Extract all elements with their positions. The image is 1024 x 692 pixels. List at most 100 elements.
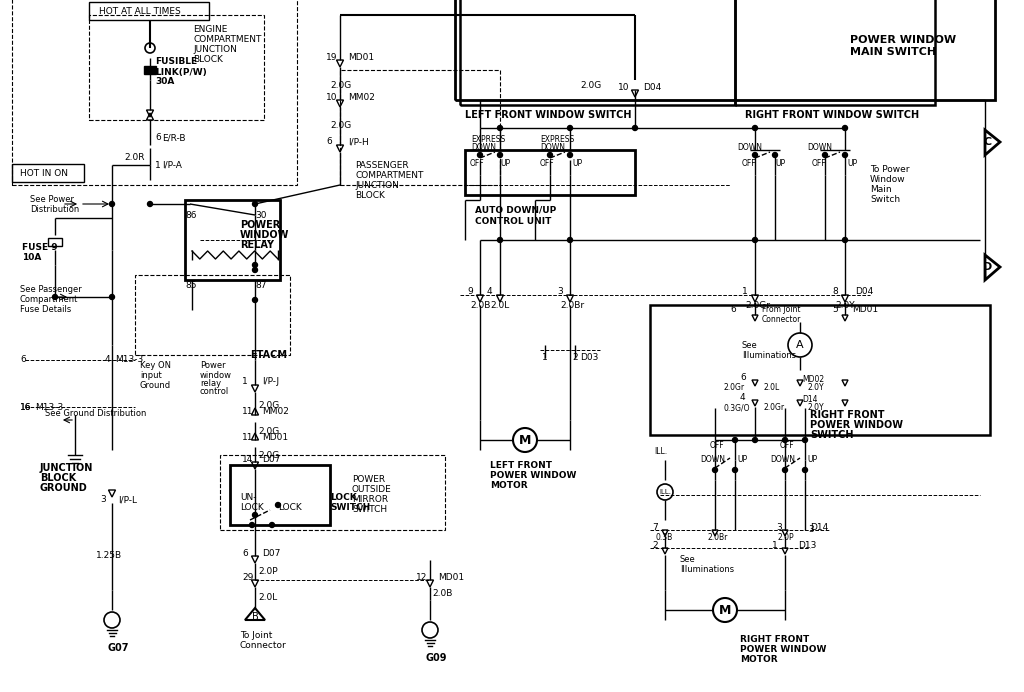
Text: UP: UP [775,158,785,167]
Circle shape [548,152,553,158]
Text: LEFT FRONT WINDOW SWITCH: LEFT FRONT WINDOW SWITCH [465,110,632,120]
Text: 2.0L: 2.0L [258,594,278,603]
Text: JUNCTION: JUNCTION [40,463,93,473]
Text: FUSE 9: FUSE 9 [22,244,57,253]
Text: MOTOR: MOTOR [490,480,527,489]
Text: C: C [984,137,992,147]
Text: UP: UP [847,158,857,167]
Circle shape [52,295,57,300]
Text: 1: 1 [742,287,748,296]
Text: 11: 11 [242,432,254,441]
Text: AUTO DOWN/UP: AUTO DOWN/UP [475,206,556,215]
Text: window: window [200,370,232,379]
Text: 14: 14 [242,455,253,464]
Text: 2.0L: 2.0L [490,300,509,309]
Text: 29: 29 [242,572,253,581]
Text: Illuminations: Illuminations [742,351,796,360]
Text: 87: 87 [255,280,266,289]
Text: BLOCK: BLOCK [355,190,385,199]
Text: BLOCK: BLOCK [193,55,223,64]
Circle shape [253,268,257,273]
Text: See Ground Distribution: See Ground Distribution [45,408,146,417]
Text: 3: 3 [808,525,814,534]
Circle shape [803,437,808,442]
Text: 19: 19 [326,53,338,62]
Text: 2.0Gr: 2.0Gr [724,383,745,392]
Text: Key ON: Key ON [140,361,171,370]
Text: 6: 6 [155,134,161,143]
Circle shape [253,513,257,518]
Text: D04: D04 [643,82,662,91]
Circle shape [477,152,482,158]
Circle shape [567,125,572,131]
Text: 8: 8 [831,287,838,296]
Text: MM02: MM02 [262,408,289,417]
Text: OUTSIDE: OUTSIDE [352,486,392,495]
Text: M13-3: M13-3 [115,356,143,365]
Text: D07: D07 [262,455,281,464]
Circle shape [110,201,115,206]
Text: PASSENGER: PASSENGER [355,161,409,170]
Text: See: See [680,556,695,565]
Text: 2.0Br: 2.0Br [560,300,584,309]
Text: 2.0Y: 2.0Y [808,403,824,412]
Bar [89,2,209,20]
Text: OFF: OFF [812,158,826,167]
Text: UP: UP [737,455,748,464]
Text: 2.0G: 2.0G [258,428,280,437]
Text: 6: 6 [730,305,736,314]
Text: 2.0P: 2.0P [258,567,278,576]
Text: 2.0Br: 2.0Br [708,534,728,543]
Text: MD01: MD01 [438,572,464,581]
Text: COMPARTMENT: COMPARTMENT [193,35,261,44]
Text: D13: D13 [798,540,816,549]
Bar [460,0,735,105]
Circle shape [498,152,503,158]
Text: LINK(P/W): LINK(P/W) [155,68,207,77]
Circle shape [843,237,848,242]
Text: 2.0Gr: 2.0Gr [764,403,785,412]
Circle shape [782,437,787,442]
Text: DOWN: DOWN [770,455,795,464]
Text: JUNCTION: JUNCTION [193,46,237,55]
Text: 0.3B: 0.3B [655,534,672,543]
Text: 2: 2 [572,352,578,361]
Text: CONTROL UNIT: CONTROL UNIT [475,217,551,226]
Text: MIRROR: MIRROR [352,495,388,504]
Text: Fuse Details: Fuse Details [20,305,72,314]
Text: LOCK: LOCK [330,493,356,502]
Text: 11: 11 [242,408,254,417]
Bar [465,150,635,195]
Text: 10: 10 [326,93,338,102]
Circle shape [498,125,503,131]
Text: RIGHT FRONT WINDOW SWITCH: RIGHT FRONT WINDOW SWITCH [745,110,920,120]
Text: Ground: Ground [140,381,171,390]
Text: B: B [252,612,258,622]
Circle shape [250,522,255,527]
Bar [455,0,995,100]
Circle shape [843,125,848,131]
Text: I/P-A: I/P-A [162,161,182,170]
Text: 7: 7 [652,522,657,531]
Text: RIGHT FRONT: RIGHT FRONT [810,410,885,420]
Text: 2.0G: 2.0G [330,120,351,129]
Text: 30: 30 [255,210,266,219]
Text: FUSIBLE: FUSIBLE [155,57,198,66]
Text: 2.0Y: 2.0Y [835,300,855,309]
Text: 3: 3 [776,522,781,531]
Text: GROUND: GROUND [40,483,88,493]
Bar [89,15,264,120]
Text: UN-: UN- [240,493,256,502]
Text: D07: D07 [262,549,281,558]
Circle shape [803,468,808,473]
Circle shape [269,522,274,527]
Circle shape [498,237,503,242]
Text: From Joint: From Joint [762,305,801,314]
Text: COMPARTMENT: COMPARTMENT [355,170,423,179]
Circle shape [753,152,758,158]
Text: 6: 6 [20,356,26,365]
Text: MOTOR: MOTOR [740,655,777,664]
Text: OFF: OFF [540,158,555,167]
Text: SWITCH: SWITCH [330,502,371,511]
Bar [650,305,990,435]
